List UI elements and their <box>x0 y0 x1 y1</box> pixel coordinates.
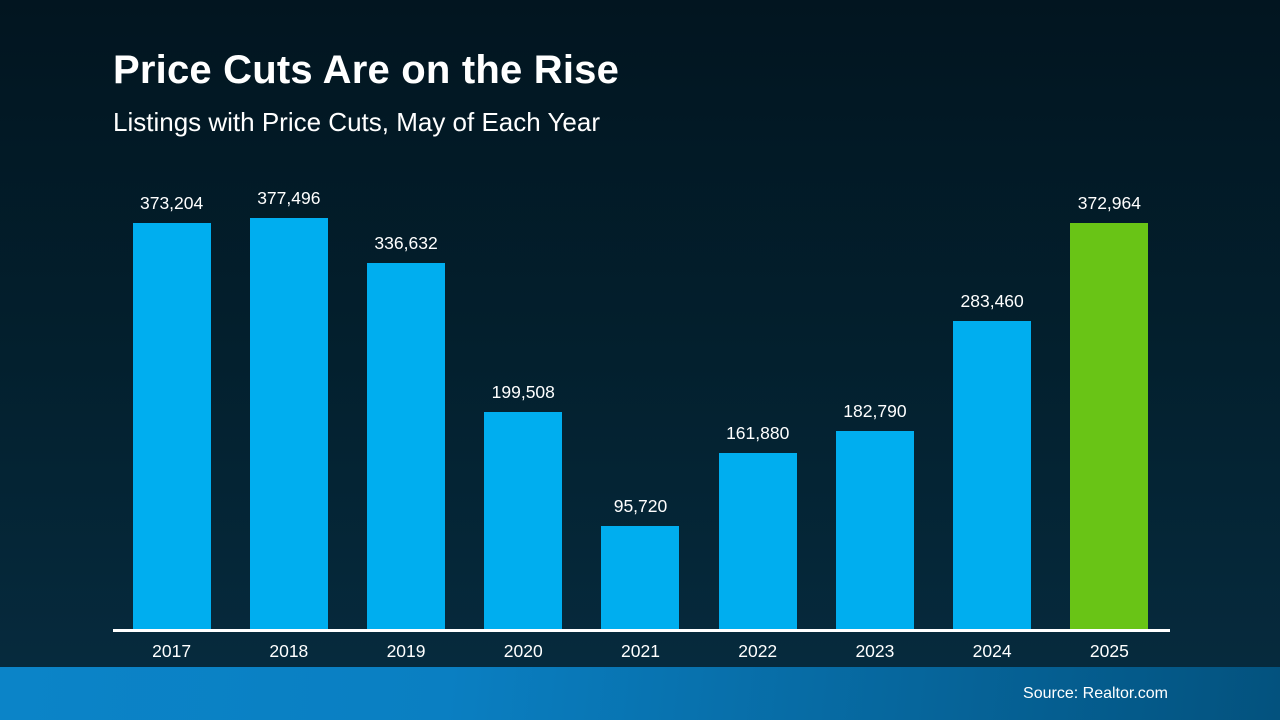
x-tick-2017: 2017 <box>152 641 192 661</box>
chart-title: Price Cuts Are on the Rise <box>113 48 620 92</box>
bar-group-2023: 182,790 <box>816 0 933 630</box>
bar-value-label-2022: 161,880 <box>726 423 790 443</box>
bar-2018 <box>249 218 328 630</box>
bar-group-2025: 372,964 <box>1051 0 1168 630</box>
bar-value-label-2018: 377,496 <box>257 188 321 208</box>
x-tick-2024: 2024 <box>972 641 1012 661</box>
bar-group-2019: 336,632 <box>347 0 464 630</box>
bar-2024 <box>953 321 1032 630</box>
footer-band: Source: Realtor.com <box>0 667 1280 720</box>
bar-value-label-2025: 372,964 <box>1077 193 1141 213</box>
bar-2019 <box>367 263 446 630</box>
bar-value-label-2020: 199,508 <box>491 382 555 402</box>
bar-2020 <box>484 412 563 630</box>
bar-value-label-2023: 182,790 <box>843 401 907 421</box>
x-axis-tick-labels: 2017 2018 2019 2020 2021 2022 2023 2024 2025 <box>113 641 1168 662</box>
bar-group-2022: 161,880 <box>699 0 816 630</box>
x-tick-2020: 2020 <box>503 641 543 661</box>
x-tick-2019: 2019 <box>386 641 426 661</box>
bar-2023 <box>835 431 914 630</box>
bar-value-label-2017: 373,204 <box>139 193 204 213</box>
bar-value-label-2021: 95,720 <box>613 496 668 516</box>
chart-subtitle: Listings with Price Cuts, May of Each Ye… <box>113 107 601 137</box>
bar-value-label-2019: 336,632 <box>374 233 438 253</box>
bar-group-2024: 283,460 <box>934 0 1051 630</box>
bar-2025 <box>1070 223 1149 630</box>
bar-group-2020: 199,508 <box>465 0 582 630</box>
x-tick-2022: 2022 <box>738 641 778 661</box>
bar-group-2017: 373,204 <box>113 0 230 630</box>
x-axis-line <box>113 629 1170 632</box>
bar-group-2021: 95,720 <box>582 0 699 630</box>
x-tick-2018: 2018 <box>269 641 309 661</box>
bar-value-label-2024: 283,460 <box>960 291 1024 311</box>
x-tick-2023: 2023 <box>855 641 895 661</box>
source-text: Source: Realtor.com <box>1023 684 1168 702</box>
bar-group-2018: 377,496 <box>230 0 347 630</box>
bar-2021 <box>601 526 680 630</box>
bar-2022 <box>718 453 797 630</box>
bar-chart: 373,204 377,496 336,632 199,508 95,720 161,88… <box>113 0 1168 630</box>
x-tick-2021: 2021 <box>621 641 660 661</box>
x-tick-2025: 2025 <box>1089 641 1129 661</box>
bar-2017 <box>132 223 211 630</box>
